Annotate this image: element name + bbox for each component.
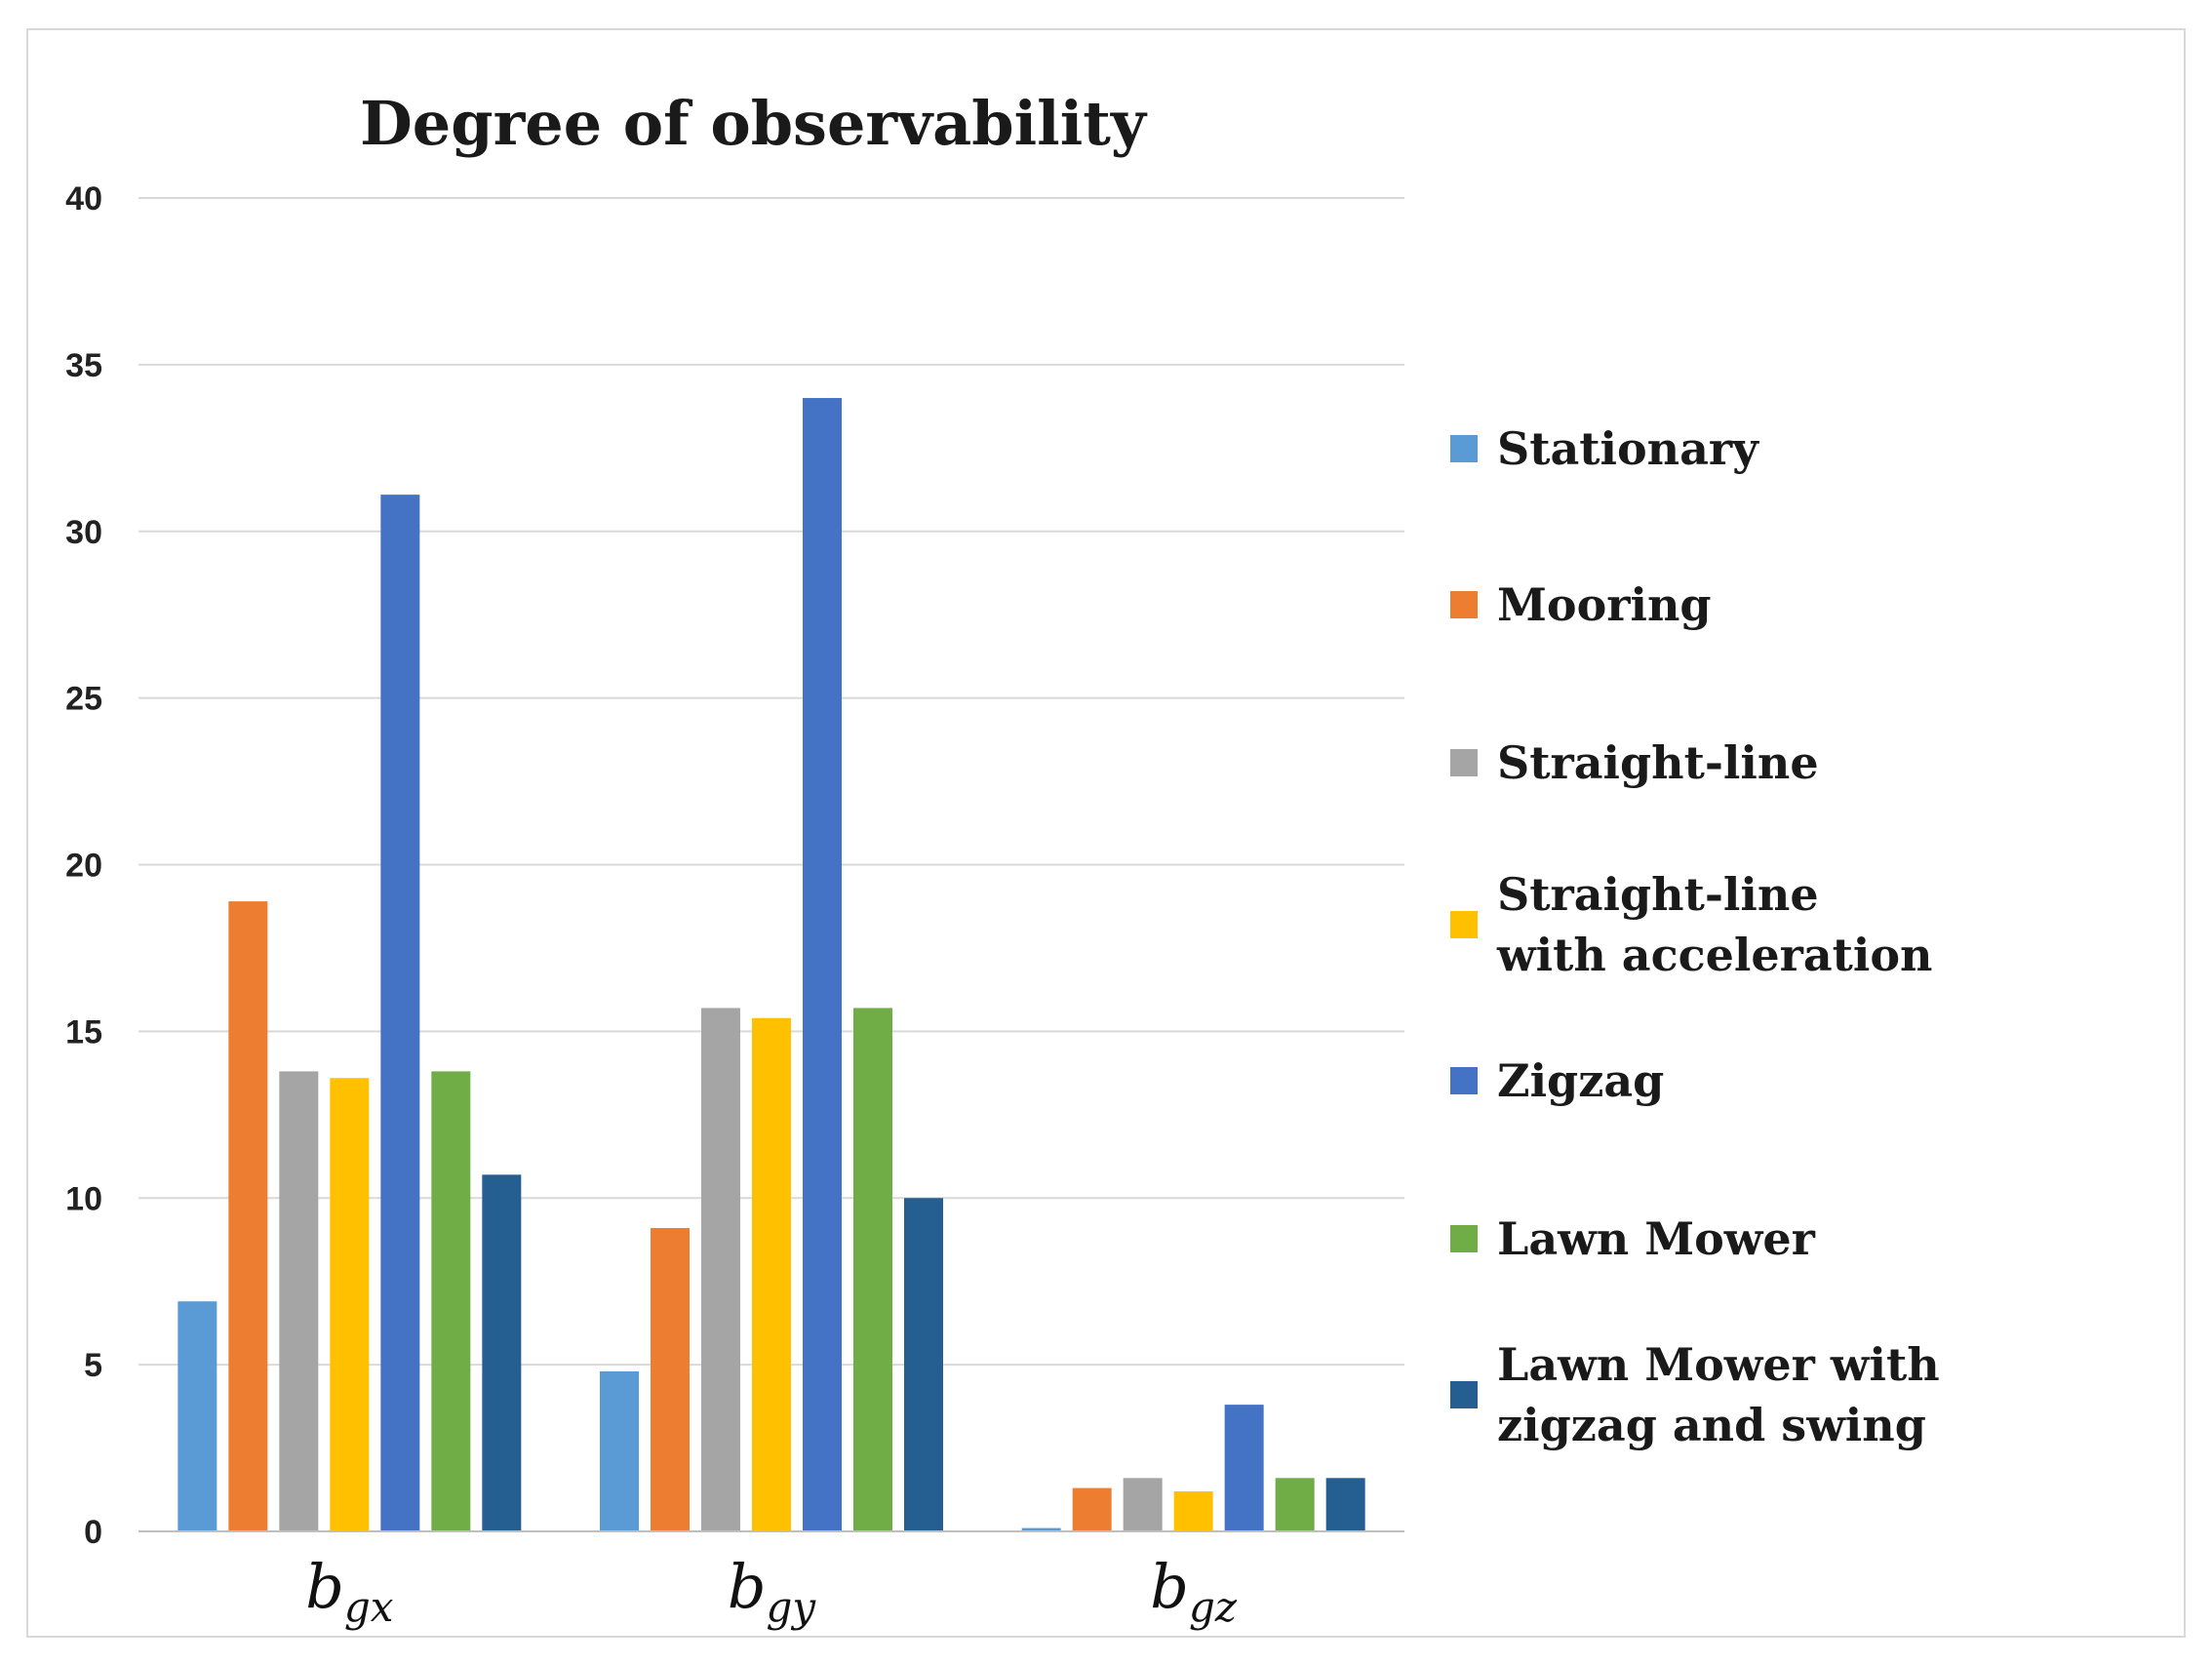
y-tick-label: 40 — [65, 180, 102, 218]
legend-label: Stationary — [1497, 422, 1759, 475]
bar — [330, 1078, 370, 1531]
legend-swatch — [1450, 1381, 1478, 1408]
y-axis-tick-labels: 0 5 10 15 20 25 30 35 40 — [65, 180, 102, 1551]
bar — [752, 1017, 791, 1531]
bar — [1021, 1527, 1061, 1531]
y-tick-label: 35 — [65, 347, 102, 384]
bar — [178, 1301, 217, 1531]
legend-item: Mooring — [1450, 578, 1712, 631]
legend-swatch — [1450, 1225, 1478, 1252]
bar — [904, 1198, 943, 1531]
x-axis-category-labels: bgx bgy bgz — [305, 1551, 1238, 1631]
legend: StationaryMooringStraight-lineStraight-l… — [1450, 422, 1940, 1451]
legend-label: Zigzag — [1497, 1054, 1664, 1107]
bar — [431, 1071, 471, 1531]
legend-item: Straight-line with acceleration — [1450, 868, 1933, 981]
category-label: bgy — [728, 1551, 817, 1631]
category-label: bgz — [1150, 1551, 1238, 1631]
y-tick-label: 20 — [65, 848, 102, 885]
bar — [803, 398, 842, 1531]
legend-label: zigzag and swing — [1497, 1399, 1926, 1451]
legend-label: Lawn Mower — [1497, 1212, 1816, 1265]
y-tick-label: 30 — [65, 514, 102, 551]
legend-item: Lawn Mower — [1450, 1212, 1816, 1265]
bar — [600, 1370, 639, 1531]
bar — [1173, 1490, 1213, 1531]
legend-swatch — [1450, 435, 1478, 462]
bar — [228, 901, 268, 1531]
bar — [651, 1228, 690, 1531]
bar — [1325, 1478, 1365, 1531]
legend-label: Lawn Mower with — [1497, 1338, 1940, 1391]
y-tick-label: 15 — [65, 1013, 102, 1051]
legend-item: Straight-line — [1450, 736, 1819, 789]
legend-label: with acceleration — [1496, 929, 1933, 981]
bar — [1072, 1487, 1112, 1531]
y-tick-label: 10 — [65, 1180, 102, 1217]
category-label: bgx — [305, 1551, 394, 1631]
bars — [178, 398, 1365, 1532]
legend-label: Straight-line — [1497, 736, 1819, 789]
bar — [380, 495, 420, 1532]
legend-swatch — [1450, 1067, 1478, 1094]
legend-label: Straight-line — [1497, 868, 1819, 921]
bar — [482, 1174, 522, 1531]
legend-label: Mooring — [1497, 578, 1712, 631]
legend-swatch — [1450, 911, 1478, 938]
bar — [1275, 1478, 1315, 1531]
legend-item: Stationary — [1450, 422, 1759, 475]
bar — [853, 1008, 892, 1531]
y-tick-label: 0 — [84, 1514, 102, 1551]
bar — [279, 1071, 319, 1531]
legend-item: Lawn Mower with zigzag and swing — [1450, 1338, 1940, 1451]
legend-swatch — [1450, 591, 1478, 618]
bar — [1123, 1478, 1163, 1531]
y-tick-label: 25 — [65, 681, 102, 718]
bar — [1224, 1405, 1264, 1531]
legend-item: Zigzag — [1450, 1054, 1664, 1107]
bar — [701, 1008, 740, 1531]
legend-swatch — [1450, 749, 1478, 776]
chart-title: Degree of observability — [360, 88, 1148, 159]
y-tick-label: 5 — [84, 1347, 102, 1384]
